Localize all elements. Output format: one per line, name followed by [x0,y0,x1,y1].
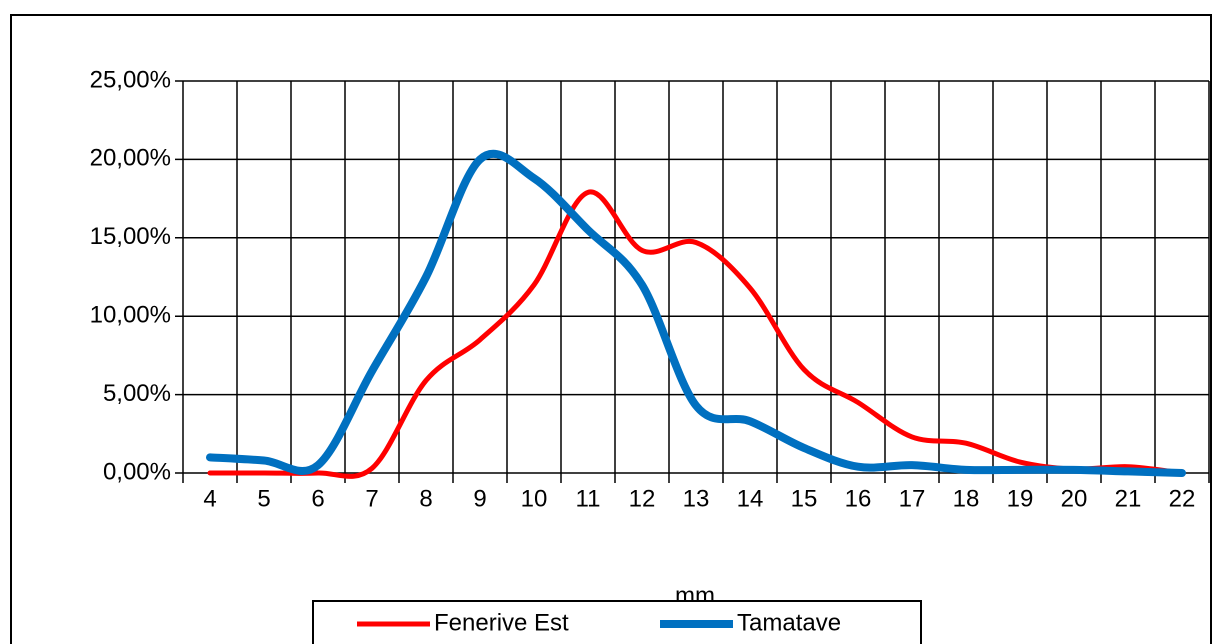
x-tick-label: 16 [845,485,872,512]
x-tick-label: 20 [1061,485,1088,512]
x-tick-label: 4 [203,485,216,512]
x-tick-label: 7 [365,485,378,512]
y-tick-label: 10,00% [90,302,171,329]
legend-label: Fenerive Est [434,609,569,636]
x-tick-label: 18 [953,485,980,512]
x-tick-label: 19 [1007,485,1034,512]
x-tick-label: 13 [683,485,710,512]
y-tick-label: 20,00% [90,145,171,172]
x-tick-label: 14 [737,485,764,512]
x-tick-label: 10 [521,485,548,512]
y-tick-label: 5,00% [103,380,171,407]
series-line [207,189,1185,479]
x-tick-label: 5 [257,485,270,512]
y-tick-label: 25,00% [90,66,171,93]
legend-label: Tamatave [737,609,841,636]
x-tick-label: 17 [899,485,926,512]
series-line [206,149,1186,477]
x-tick-label: 22 [1169,485,1196,512]
y-tick-label: 0,00% [103,458,171,485]
x-tick-label: 9 [473,485,486,512]
x-tick-label: 12 [629,485,656,512]
y-tick-label: 15,00% [90,223,171,250]
x-tick-label: 11 [576,485,601,512]
chart-border [10,14,1212,644]
x-tick-label: 6 [311,485,324,512]
x-tick-label: 21 [1115,485,1142,512]
x-tick-label: 15 [791,485,818,512]
x-tick-label: 8 [419,485,432,512]
